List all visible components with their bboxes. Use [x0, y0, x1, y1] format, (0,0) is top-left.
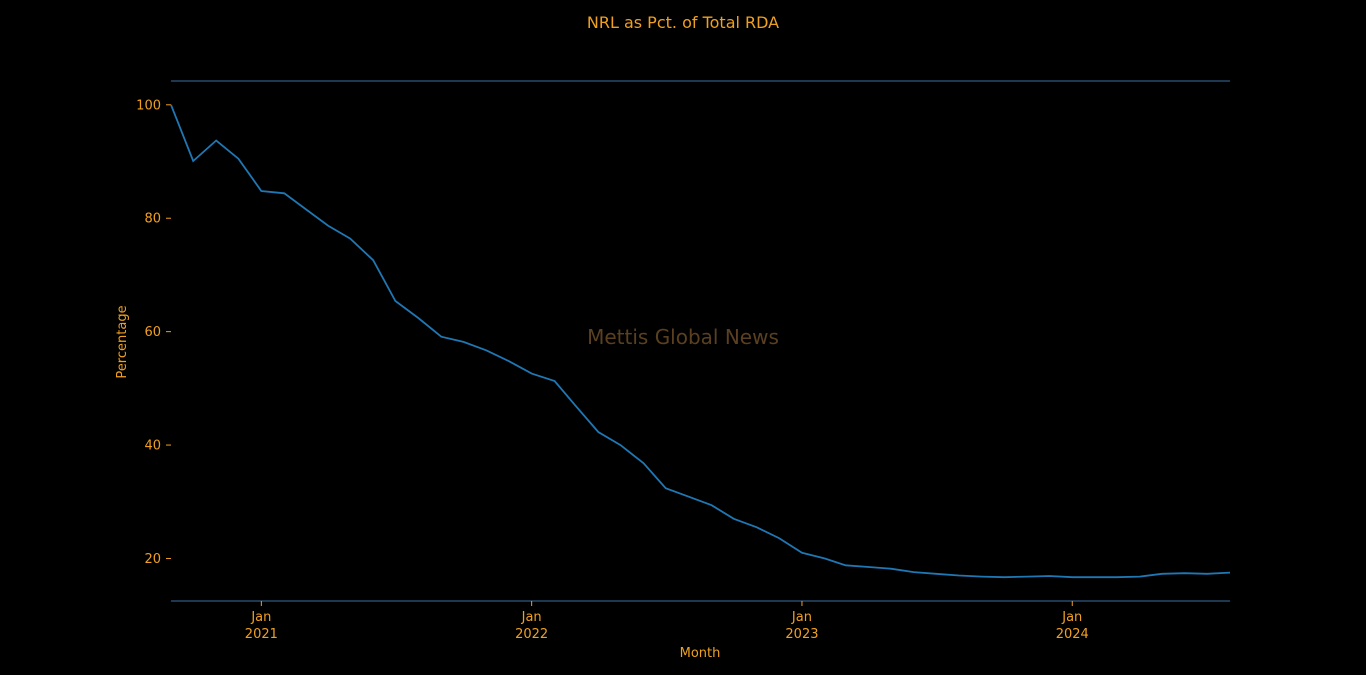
x-tick-label-month: Jan [521, 610, 542, 625]
y-axis-ticks: 20 40 60 80 100 [136, 98, 171, 567]
x-axis-label: Month [680, 646, 721, 661]
x-tick-label-year: 2023 [785, 627, 818, 642]
x-tick-label-year: 2022 [515, 627, 548, 642]
y-tick-label: 80 [144, 212, 161, 227]
x-tick-label-month: Jan [791, 610, 812, 625]
y-tick-label: 60 [144, 325, 161, 340]
x-tick-label-month: Jan [1061, 610, 1082, 625]
x-tick-label-month: Jan [250, 610, 271, 625]
y-axis-label: Percentage [115, 305, 130, 378]
chart-title: NRL as Pct. of Total RDA [587, 13, 779, 32]
y-tick-label: 40 [144, 439, 161, 454]
series-line [170, 104, 1231, 579]
y-tick-label: 20 [144, 552, 161, 567]
x-tick-label-year: 2021 [245, 627, 278, 642]
x-tick-label-year: 2024 [1056, 627, 1089, 642]
watermark: Mettis Global News [587, 325, 779, 349]
x-axis-ticks: Jan 2021 Jan 2022 Jan 2023 Jan 2024 [245, 601, 1089, 642]
y-tick-label: 100 [136, 98, 161, 113]
